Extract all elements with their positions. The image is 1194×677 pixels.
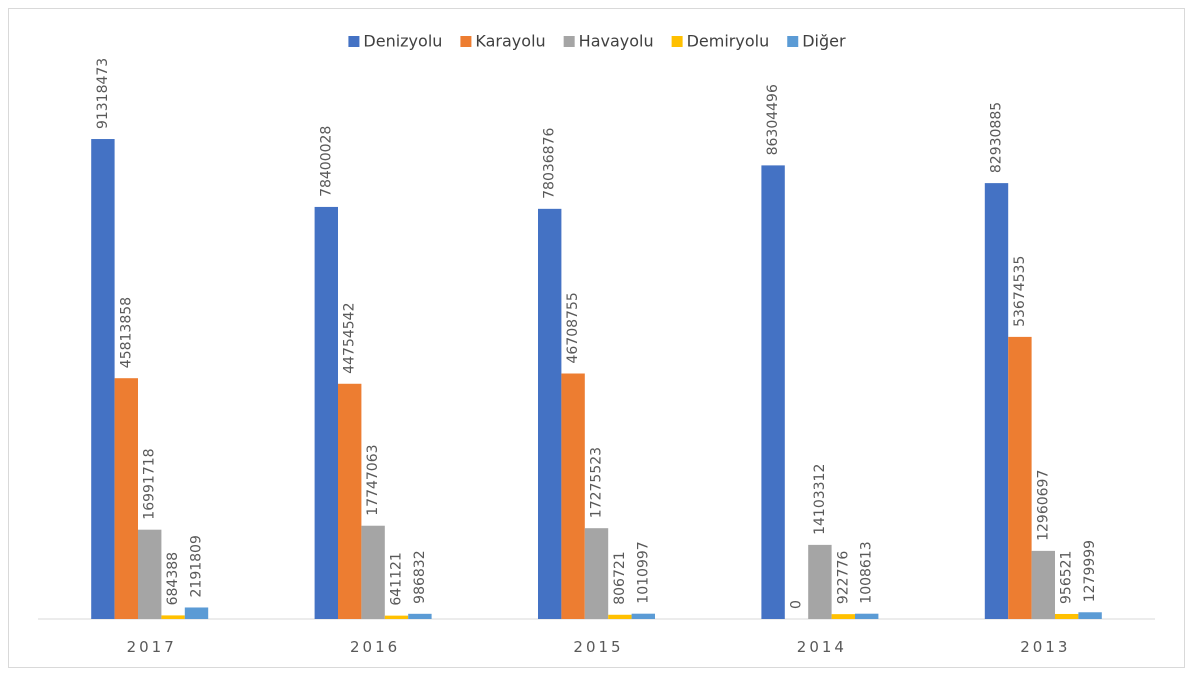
bar [91, 139, 115, 620]
data-label: 16991718 [142, 448, 158, 519]
data-label: 12960697 [1035, 470, 1051, 541]
x-tick-label: 2016 [350, 638, 400, 656]
bar [808, 544, 832, 619]
data-label: 78400028 [318, 126, 334, 197]
bar [1055, 613, 1079, 619]
data-label: 14103312 [812, 464, 828, 535]
bar [384, 615, 409, 619]
bar [855, 613, 879, 619]
bar [608, 614, 632, 619]
legend-label: Demiryolu [687, 32, 770, 51]
bar [114, 378, 138, 619]
x-tick-label: 2013 [1020, 638, 1070, 656]
data-label: 684388 [165, 552, 181, 605]
bar [408, 613, 432, 619]
data-label: 17747063 [365, 444, 381, 515]
bar [538, 208, 562, 619]
bar [631, 613, 655, 619]
bar [1078, 612, 1102, 619]
data-label: 641121 [389, 552, 405, 605]
bar [984, 183, 1009, 619]
legend-swatch [348, 36, 360, 47]
legend-label: Havayolu [579, 32, 654, 51]
data-label: 1279999 [1082, 540, 1098, 602]
legend-label: Denizyolu [363, 32, 442, 51]
data-label: 78036876 [542, 127, 558, 198]
data-label: 82930885 [989, 102, 1005, 173]
x-tick-label: 2014 [797, 638, 847, 656]
x-tick-label: 2015 [573, 638, 623, 656]
data-label: 1008613 [859, 541, 875, 603]
data-label: 91318473 [95, 58, 111, 129]
legend-label: Diğer [802, 32, 846, 51]
bar [1031, 550, 1055, 619]
data-label: 922776 [835, 551, 851, 605]
legend-label: Karayolu [475, 32, 545, 51]
data-label: 956521 [1059, 551, 1075, 604]
data-label: 44754542 [342, 303, 358, 374]
bar [361, 525, 385, 619]
bar [314, 206, 338, 620]
data-label: 45813858 [118, 297, 134, 368]
data-label: 46708755 [565, 292, 581, 363]
data-label: 1010997 [635, 541, 651, 603]
bar [184, 607, 209, 619]
x-tick-label: 2017 [127, 638, 177, 656]
data-label: 53674535 [1012, 256, 1028, 327]
bar [831, 614, 855, 619]
legend-swatch [787, 36, 799, 47]
bar [584, 528, 609, 619]
bar [161, 615, 185, 619]
data-label: 17275523 [589, 447, 605, 518]
legend-swatch [563, 36, 575, 47]
bar [338, 383, 362, 619]
bar [561, 373, 585, 619]
data-label: 0 [789, 600, 805, 609]
legend-swatch [460, 36, 472, 47]
legend-swatch [671, 36, 683, 47]
bar [1008, 336, 1032, 619]
data-label: 806721 [612, 551, 628, 604]
data-label: 86304496 [765, 84, 781, 155]
bar [761, 165, 785, 619]
bar [138, 529, 162, 619]
data-label: 986832 [412, 550, 428, 603]
data-label: 2191809 [189, 535, 205, 597]
